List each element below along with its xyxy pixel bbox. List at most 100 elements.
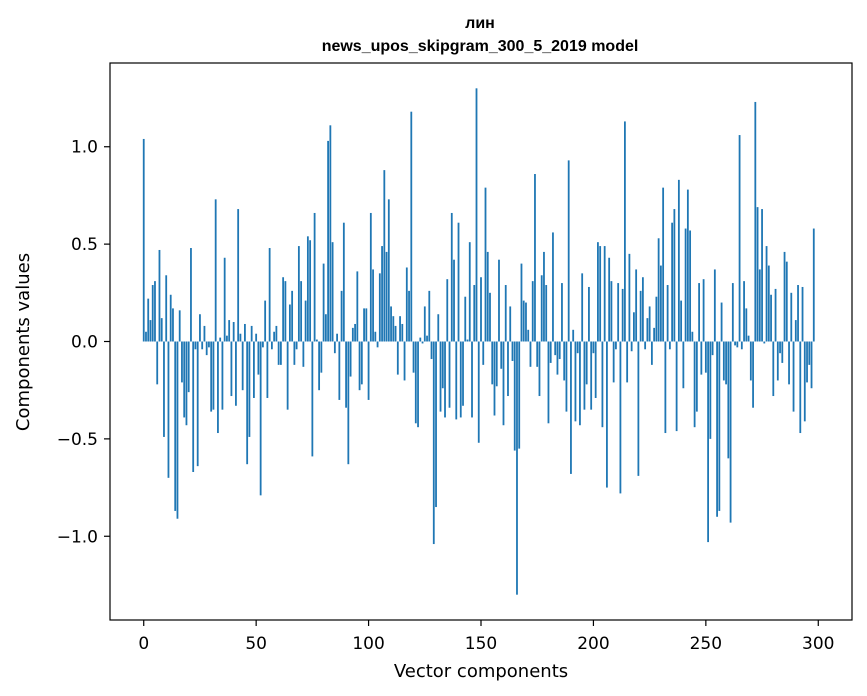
bar-283 <box>779 341 781 354</box>
bar-49 <box>253 341 255 398</box>
bar-185 <box>558 341 561 360</box>
bar-197 <box>585 341 588 385</box>
bar-251 <box>707 341 709 543</box>
bar-254 <box>713 269 716 342</box>
bar-7 <box>158 249 161 342</box>
bar-178 <box>543 251 545 342</box>
bar-70 <box>300 281 303 342</box>
bar-172 <box>529 341 532 367</box>
bar-45 <box>244 323 246 342</box>
bar-91 <box>347 341 350 465</box>
bar-117 <box>405 267 408 342</box>
bar-240 <box>682 341 685 389</box>
bar-67 <box>293 341 296 365</box>
bar-202 <box>597 242 599 342</box>
bar-152 <box>484 187 487 342</box>
bar-248 <box>700 341 703 375</box>
bar-143 <box>464 296 467 342</box>
bar-144 <box>466 339 469 342</box>
bar-255 <box>716 341 718 517</box>
bar-23 <box>194 341 197 350</box>
bar-213 <box>621 288 624 342</box>
bar-266 <box>740 341 743 350</box>
bar-25 <box>199 314 201 342</box>
bar-120 <box>412 341 415 373</box>
bar-59 <box>275 325 278 342</box>
bar-28 <box>205 341 208 356</box>
bar-271 <box>752 341 754 408</box>
bar-190 <box>570 341 572 474</box>
y-tick-label: 0.5 <box>71 235 98 255</box>
bar-86 <box>336 333 338 342</box>
bar-2 <box>147 298 150 342</box>
bar-50 <box>255 333 258 342</box>
bar-199 <box>590 341 593 410</box>
bar-146 <box>471 341 473 418</box>
bar-243 <box>689 230 692 342</box>
bar-239 <box>680 300 683 342</box>
bar-77 <box>315 339 318 342</box>
bar-158 <box>498 259 500 342</box>
bar-200 <box>592 341 595 354</box>
bar-64 <box>286 341 289 410</box>
bar-188 <box>565 341 568 412</box>
bar-161 <box>504 285 507 342</box>
bar-189 <box>567 160 570 342</box>
bar-268 <box>745 308 748 342</box>
bar-5 <box>154 281 156 342</box>
bar-34 <box>219 337 222 342</box>
bar-102 <box>372 269 374 342</box>
bar-253 <box>711 341 714 356</box>
bar-75 <box>311 341 314 457</box>
bar-96 <box>358 341 361 391</box>
bar-131 <box>437 314 440 342</box>
y-tick-label: 0.0 <box>71 333 98 353</box>
bar-212 <box>619 341 622 494</box>
bar-227 <box>653 327 656 342</box>
bar-33 <box>217 341 219 434</box>
bar-261 <box>729 341 732 523</box>
bar-286 <box>785 261 788 342</box>
bar-95 <box>356 271 359 342</box>
bar-270 <box>749 341 752 381</box>
bar-22 <box>192 341 195 472</box>
bar-123 <box>419 337 422 342</box>
bar-0 <box>142 138 145 342</box>
bar-150 <box>480 277 482 342</box>
bar-134 <box>444 341 446 418</box>
bar-39 <box>230 341 233 397</box>
bar-231 <box>662 187 665 342</box>
bar-262 <box>731 283 734 342</box>
bar-155 <box>491 341 494 385</box>
bar-127 <box>428 290 431 342</box>
bar-130 <box>435 341 437 508</box>
chart-subtitle: news_upos_skipgram_300_5_2019 model <box>322 38 639 55</box>
bar-29 <box>208 341 210 348</box>
bars-group <box>142 88 815 595</box>
bar-105 <box>378 273 381 342</box>
bar-151 <box>482 341 485 365</box>
y-tick-label: −1.0 <box>57 527 98 547</box>
bar-298 <box>812 228 815 342</box>
bar-3 <box>149 320 152 342</box>
bar-65 <box>288 304 291 342</box>
bar-37 <box>226 335 228 342</box>
bar-58 <box>273 331 276 342</box>
bar-139 <box>455 341 458 420</box>
bar-24 <box>196 341 199 467</box>
bar-264 <box>736 341 739 348</box>
bar-204 <box>601 341 604 428</box>
bar-48 <box>250 325 253 342</box>
bar-74 <box>309 240 312 342</box>
bar-110 <box>390 306 392 342</box>
bar-230 <box>659 265 662 342</box>
bar-224 <box>646 318 649 342</box>
bar-222 <box>641 277 644 342</box>
bar-217 <box>630 341 633 352</box>
bar-166 <box>516 341 518 595</box>
bar-163 <box>509 306 512 342</box>
bar-104 <box>376 341 379 348</box>
bar-138 <box>453 259 455 342</box>
bar-288 <box>790 292 793 342</box>
